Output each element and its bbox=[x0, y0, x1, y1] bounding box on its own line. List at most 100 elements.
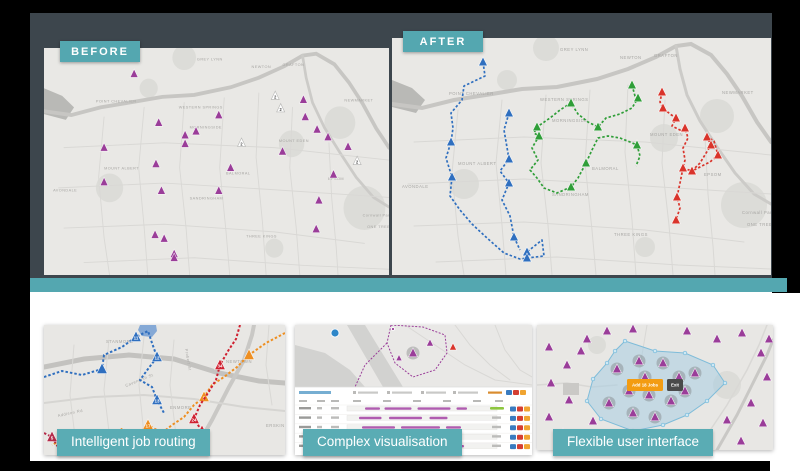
row-action-button[interactable] bbox=[524, 406, 530, 412]
timeline-bar[interactable] bbox=[401, 426, 440, 429]
route-boundary-branch bbox=[354, 342, 388, 388]
exit-button[interactable] bbox=[667, 379, 683, 391]
polygon-vertex[interactable] bbox=[684, 412, 690, 418]
route-stop-marker bbox=[243, 348, 255, 360]
row-action-button[interactable] bbox=[524, 434, 530, 440]
map-marker bbox=[395, 353, 403, 361]
map-background bbox=[392, 38, 771, 275]
polygon-vertex[interactable] bbox=[710, 362, 716, 368]
route-stop-marker bbox=[478, 56, 488, 67]
after-badge-label: AFTER bbox=[419, 35, 467, 48]
route-red bbox=[675, 167, 684, 221]
park-area bbox=[700, 99, 734, 133]
stop-number: 11 bbox=[134, 336, 139, 341]
map-background bbox=[44, 48, 389, 275]
polygon-vertex[interactable] bbox=[652, 348, 658, 354]
timeline-bar[interactable] bbox=[417, 407, 451, 410]
job-marker bbox=[191, 125, 201, 136]
panel-action-text[interactable] bbox=[488, 391, 502, 394]
road bbox=[265, 325, 273, 406]
map-label: NEWTON bbox=[252, 64, 272, 69]
polygon-vertex[interactable] bbox=[590, 376, 596, 382]
timeline-bar[interactable] bbox=[429, 416, 448, 420]
route-stop-marker bbox=[198, 390, 210, 402]
timeline-bar[interactable] bbox=[456, 407, 468, 410]
route-stop-marker bbox=[680, 122, 690, 133]
road bbox=[392, 41, 771, 144]
polygon-vertex[interactable] bbox=[604, 360, 610, 366]
timeline-bar[interactable] bbox=[362, 426, 395, 429]
row-action-button[interactable] bbox=[524, 415, 530, 421]
polygon-vertex[interactable] bbox=[704, 398, 710, 404]
job-marker bbox=[576, 345, 586, 356]
status-text bbox=[492, 425, 501, 429]
route-stop-marker bbox=[46, 430, 58, 442]
road bbox=[255, 92, 267, 275]
row-action-button[interactable] bbox=[510, 406, 516, 412]
filter-checkbox[interactable] bbox=[387, 391, 390, 394]
timeline-bar[interactable] bbox=[446, 426, 461, 429]
caption-badge: Intelligent job routing bbox=[57, 429, 210, 456]
cluster-pin bbox=[352, 155, 362, 165]
map-marker bbox=[330, 328, 340, 338]
road bbox=[674, 44, 771, 206]
status-text bbox=[492, 435, 501, 438]
map-label: GREY LYNN bbox=[560, 47, 588, 52]
row-action-button[interactable] bbox=[510, 425, 516, 431]
toolbar-button[interactable] bbox=[513, 390, 519, 395]
thumbnail-visualisation bbox=[295, 325, 532, 455]
filter-checkbox[interactable] bbox=[421, 391, 424, 394]
timeline-bar[interactable] bbox=[389, 416, 422, 420]
add-jobs-button[interactable] bbox=[627, 379, 663, 391]
map-before-screenshot: GREY LYNN NEWTON GRAFTON POINT CHEVALIER WES… bbox=[44, 48, 389, 275]
polygon-vertex[interactable] bbox=[612, 348, 618, 354]
row-action-button[interactable] bbox=[517, 415, 523, 421]
polygon-vertex[interactable] bbox=[722, 380, 728, 386]
map-label: MOUNT EDEN bbox=[279, 138, 309, 143]
map-label: MOUNT EDEN bbox=[650, 132, 683, 137]
job-marker bbox=[329, 169, 338, 179]
polygon-vertex[interactable] bbox=[584, 398, 590, 404]
road bbox=[169, 339, 177, 436]
row-action-button[interactable] bbox=[524, 444, 530, 450]
toolbar-button[interactable] bbox=[506, 390, 512, 395]
timeline-bar[interactable] bbox=[384, 407, 412, 410]
row-action-button[interactable] bbox=[517, 406, 523, 412]
map-label: WESTERN SPRINGS bbox=[540, 97, 588, 102]
row-cell-text bbox=[317, 425, 322, 429]
exit-button-label: Exit bbox=[671, 383, 680, 388]
polygon-vertex[interactable] bbox=[682, 350, 688, 356]
map-label: POINT CHEVALIER bbox=[449, 91, 494, 96]
row-action-button[interactable] bbox=[510, 444, 516, 450]
row-action-button[interactable] bbox=[517, 444, 523, 450]
filter-checkbox[interactable] bbox=[453, 391, 456, 394]
road bbox=[289, 106, 301, 275]
row-action-button[interactable] bbox=[517, 425, 523, 431]
polygon-vertex[interactable] bbox=[660, 422, 666, 428]
row-action-button[interactable] bbox=[510, 415, 516, 421]
job-marker bbox=[762, 371, 772, 382]
toolbar-button[interactable] bbox=[520, 390, 526, 395]
before-badge-label: BEFORE bbox=[71, 45, 129, 58]
road bbox=[696, 325, 768, 450]
column-header-text bbox=[383, 400, 391, 402]
polygon-vertex[interactable] bbox=[598, 416, 604, 422]
timeline-bar[interactable] bbox=[365, 407, 380, 410]
road bbox=[661, 99, 674, 275]
panel-title-text[interactable] bbox=[299, 391, 331, 394]
job-marker bbox=[722, 414, 732, 425]
job-marker bbox=[756, 347, 766, 358]
row-action-button[interactable] bbox=[524, 425, 530, 431]
timeline-bar[interactable] bbox=[359, 416, 382, 420]
filter-checkbox[interactable] bbox=[353, 391, 356, 394]
row-name-text bbox=[299, 407, 311, 410]
selected-job-marker bbox=[658, 357, 668, 368]
road bbox=[69, 344, 77, 446]
job-marker bbox=[544, 341, 554, 352]
map-label: ERSKIN bbox=[266, 423, 285, 428]
row-action-button[interactable] bbox=[517, 434, 523, 440]
row-action-button[interactable] bbox=[510, 434, 516, 440]
route-stop-marker bbox=[633, 92, 643, 103]
route-stop-marker bbox=[632, 139, 642, 150]
polygon-vertex[interactable] bbox=[622, 338, 628, 344]
